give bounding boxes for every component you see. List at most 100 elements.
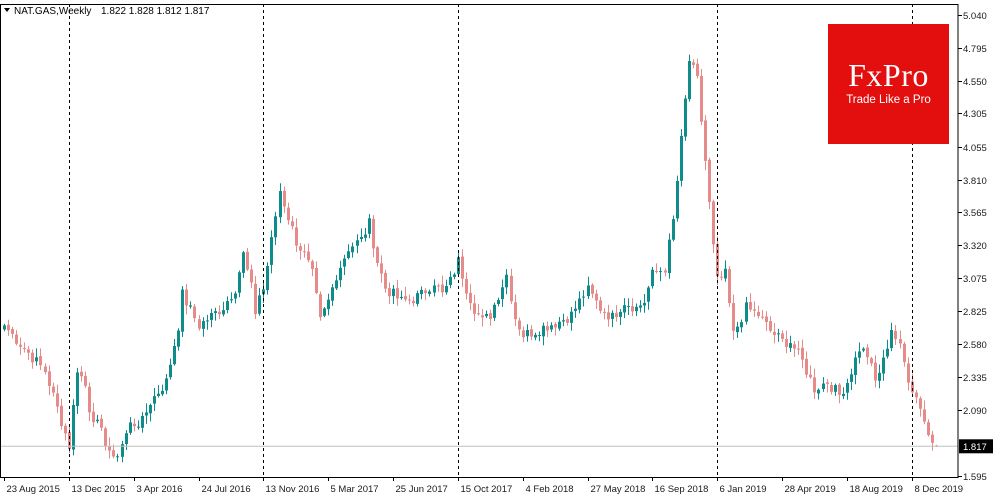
x-tick-label: 13 Dec 2015 bbox=[72, 484, 126, 495]
candle bbox=[315, 261, 318, 295]
candle bbox=[534, 332, 537, 341]
candle-body bbox=[830, 385, 833, 392]
candle-body bbox=[210, 312, 213, 320]
dropdown-triangle-icon[interactable] bbox=[4, 8, 10, 12]
candle-body bbox=[185, 289, 188, 306]
candle-body bbox=[121, 444, 124, 457]
candle-body bbox=[319, 294, 322, 318]
candle bbox=[347, 244, 350, 260]
candle-body bbox=[388, 288, 391, 297]
candle bbox=[684, 95, 687, 141]
logo-tagline-text: Trade Like a Pro bbox=[846, 94, 931, 106]
candle bbox=[339, 260, 342, 288]
candle bbox=[72, 399, 75, 456]
candle-body bbox=[862, 348, 865, 351]
candle-body bbox=[177, 330, 180, 347]
candle bbox=[903, 341, 906, 367]
candle bbox=[238, 270, 241, 298]
candle-body bbox=[222, 310, 225, 315]
candle-body bbox=[789, 343, 792, 348]
candle-body bbox=[270, 237, 273, 265]
candle bbox=[441, 275, 444, 297]
y-tick-label: 2.825 bbox=[963, 307, 987, 318]
candle-body bbox=[331, 287, 334, 301]
candle-body bbox=[728, 269, 731, 304]
candle bbox=[542, 322, 545, 346]
candle-body bbox=[343, 258, 346, 267]
candle bbox=[501, 279, 504, 307]
candle-body bbox=[141, 415, 144, 428]
candle-body bbox=[133, 423, 136, 427]
candle-body bbox=[481, 315, 484, 318]
candle-body bbox=[420, 289, 423, 295]
y-tick-label: 2.580 bbox=[963, 340, 987, 351]
candle-body bbox=[218, 311, 221, 315]
candle-body bbox=[327, 299, 330, 310]
candle bbox=[530, 325, 533, 341]
candle bbox=[92, 402, 95, 428]
candle bbox=[777, 328, 780, 342]
candle bbox=[287, 202, 290, 225]
candle bbox=[907, 357, 910, 391]
logo-brand-text: FxPro bbox=[848, 57, 929, 93]
candle-body bbox=[384, 272, 387, 289]
candle-body bbox=[408, 299, 411, 301]
candle bbox=[838, 383, 841, 404]
x-tick-label: 15 Oct 2017 bbox=[461, 484, 513, 495]
x-tick-label: 25 Jun 2017 bbox=[396, 484, 448, 495]
candle bbox=[822, 377, 825, 392]
candle-body bbox=[615, 312, 618, 318]
candle-body bbox=[84, 375, 87, 386]
candle bbox=[554, 322, 557, 336]
candle-body bbox=[619, 311, 622, 317]
candle-body bbox=[485, 313, 488, 317]
candle bbox=[108, 437, 111, 459]
candle-body bbox=[846, 382, 849, 393]
candle bbox=[890, 322, 893, 352]
candle bbox=[878, 364, 881, 389]
candle-body bbox=[672, 219, 675, 240]
candle-body bbox=[416, 293, 419, 304]
candle-body bbox=[591, 284, 594, 294]
candle-body bbox=[457, 257, 460, 275]
candle-body bbox=[323, 308, 326, 316]
x-tick-label: 28 Apr 2019 bbox=[785, 484, 836, 495]
candle bbox=[692, 59, 695, 69]
y-tick-label: 2.335 bbox=[963, 373, 987, 384]
candle bbox=[732, 294, 735, 340]
candle-body bbox=[129, 422, 132, 433]
candle-body bbox=[542, 325, 545, 337]
candle bbox=[469, 284, 472, 311]
candle bbox=[919, 396, 922, 417]
candle-body bbox=[874, 362, 877, 381]
y-tick-label: 2.090 bbox=[963, 406, 987, 417]
candle bbox=[874, 355, 877, 388]
candle-body bbox=[570, 311, 573, 323]
candle-body bbox=[578, 298, 581, 310]
candle-body bbox=[19, 344, 22, 347]
candle-body bbox=[80, 371, 83, 377]
candle bbox=[623, 298, 626, 319]
candle-body bbox=[882, 357, 885, 374]
candle-body bbox=[639, 305, 642, 308]
candle-body bbox=[347, 251, 350, 259]
candle-body bbox=[720, 276, 723, 278]
candle-body bbox=[445, 286, 448, 293]
candle bbox=[27, 346, 30, 360]
candle-body bbox=[907, 363, 910, 383]
candle-body bbox=[246, 251, 249, 270]
candle-body bbox=[299, 246, 302, 251]
x-tick-label: 27 May 2018 bbox=[591, 484, 646, 495]
candle-body bbox=[206, 320, 209, 322]
candle-body bbox=[453, 274, 456, 277]
candle-body bbox=[137, 426, 140, 428]
candle bbox=[659, 267, 662, 282]
candle-body bbox=[740, 322, 743, 328]
candle-body bbox=[676, 180, 679, 219]
candle-body bbox=[538, 335, 541, 337]
candle bbox=[591, 283, 594, 298]
candle-body bbox=[173, 345, 176, 365]
candle-body bbox=[647, 287, 650, 302]
price-badge-label: 1.817 bbox=[963, 442, 987, 453]
chart-ohlc-values: 1.822 1.828 1.812 1.817 bbox=[101, 6, 210, 17]
